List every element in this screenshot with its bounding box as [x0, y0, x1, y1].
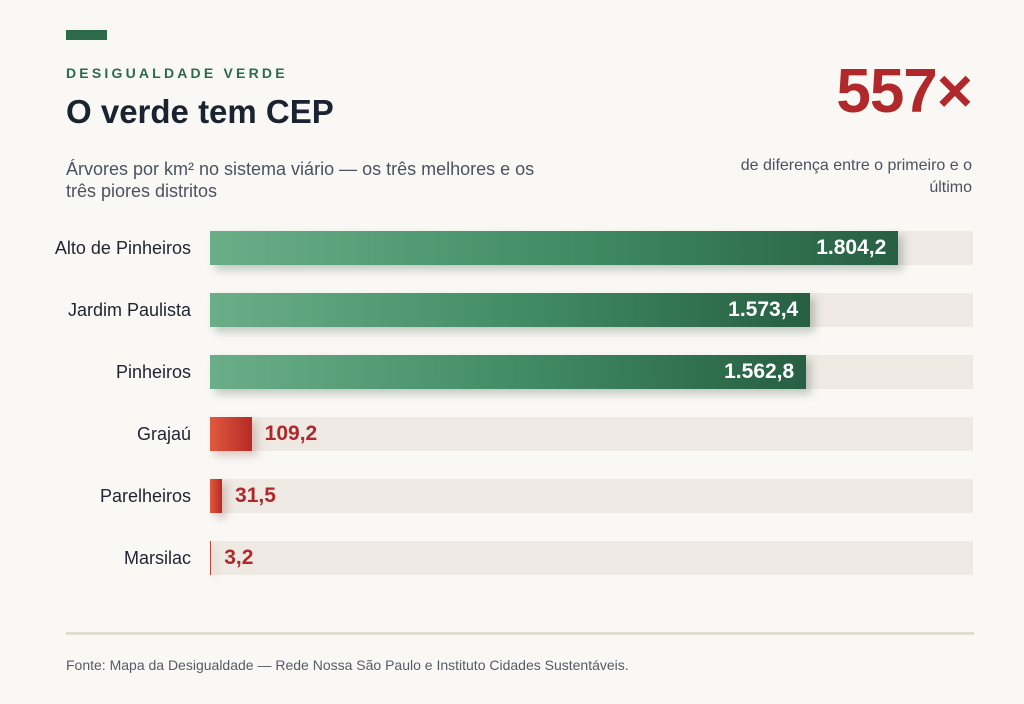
bar-value-label: 1.804,2: [816, 236, 887, 259]
bar-label: Jardim Paulista: [67, 300, 191, 320]
bar: [210, 479, 223, 513]
bar-track: [210, 541, 973, 575]
bar-value-label: 109,2: [264, 422, 318, 445]
bar-track: [210, 417, 973, 451]
subtitle: Árvores por km² no sistema viário — os t…: [66, 159, 535, 201]
footer-divider: [66, 632, 974, 635]
bar-track: [210, 479, 973, 513]
kicker: DESIGUALDADE VERDE: [66, 65, 288, 81]
bar-value-label: 31,5: [235, 484, 276, 507]
bar-label: Alto de Pinheiros: [54, 238, 191, 258]
bar-label: Parelheiros: [99, 486, 191, 506]
bar: [210, 231, 899, 265]
bar-value-label: 1.562,8: [724, 360, 795, 383]
accent-bar: [66, 30, 107, 40]
page-title: O verde tem CEP: [66, 93, 334, 130]
bar-value-label: 3,2: [224, 546, 254, 569]
bar: [210, 293, 811, 327]
highlight-value: 557×: [836, 57, 973, 126]
bar: [210, 355, 807, 389]
bar: [210, 541, 212, 575]
highlight-caption: de diferença entre o primeiro e o último: [740, 157, 972, 196]
bar: [210, 417, 252, 451]
bar-label: Marsilac: [123, 548, 191, 568]
source-note: Fonte: Mapa da Desigualdade — Rede Nossa…: [66, 657, 629, 673]
bar-label: Pinheiros: [115, 362, 191, 382]
bar-value-label: 1.573,4: [728, 298, 799, 321]
bar-label: Grajaú: [136, 424, 191, 444]
